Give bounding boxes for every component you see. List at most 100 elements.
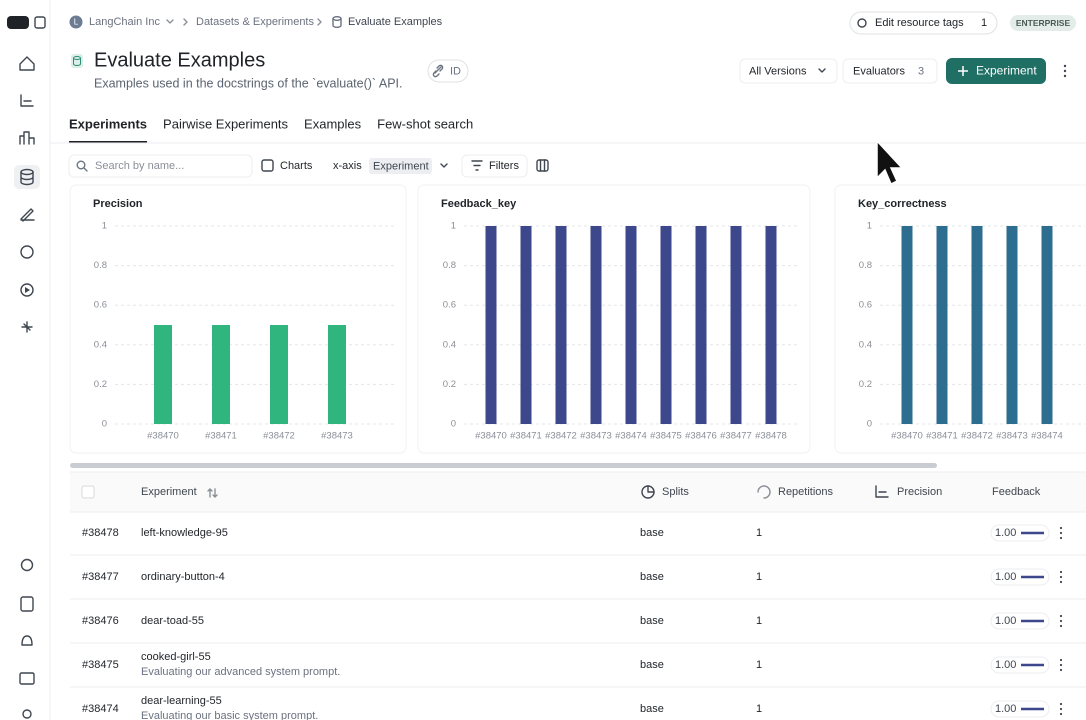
tab[interactable]: Pairwise Experiments (163, 116, 288, 131)
monitor-icon[interactable] (19, 131, 35, 145)
row-menu-dot[interactable] (1059, 702, 1063, 706)
deploy-icon[interactable] (20, 283, 34, 297)
chart-title: Feedback_key (441, 198, 517, 210)
column-header[interactable]: Feedback (992, 486, 1041, 498)
row-menu-dot[interactable] (1059, 614, 1063, 618)
y-tick-label: 0.2 (859, 379, 872, 390)
hub-icon[interactable] (21, 321, 33, 333)
sidebar (7, 0, 51, 720)
column-header[interactable]: Experiment (141, 486, 197, 498)
org-avatar[interactable] (69, 15, 83, 29)
bar (901, 226, 913, 424)
column-header[interactable]: Precision (897, 486, 942, 498)
versions-label: All Versions (749, 65, 807, 77)
y-tick-label: 0.4 (443, 339, 456, 350)
feedback-pill (990, 700, 1050, 718)
y-tick-label: 0.8 (443, 260, 456, 271)
breadcrumb-current: Evaluate Examples (348, 16, 443, 28)
row-menu-dot[interactable] (1059, 712, 1063, 716)
tracing-icon[interactable] (20, 94, 34, 107)
home-icon[interactable] (19, 56, 35, 71)
row-menu-dot[interactable] (1059, 707, 1063, 711)
experiment-id[interactable]: #38474 (82, 703, 119, 715)
charts-toggle[interactable] (261, 159, 274, 172)
resource-tags-button[interactable] (849, 11, 998, 35)
row-menu-dot[interactable] (1059, 580, 1063, 584)
tab[interactable]: Examples (304, 116, 362, 131)
row-menu-dot[interactable] (1059, 570, 1063, 574)
x-tick-label: #38476 (685, 431, 717, 442)
row-menu-dot[interactable] (1059, 619, 1063, 623)
bar (520, 226, 532, 424)
resource-tags-label: Edit resource tags (875, 17, 964, 29)
row-menu-dot[interactable] (1059, 526, 1063, 530)
bar (730, 226, 742, 424)
chart-card (417, 184, 811, 454)
x-tick-label: #38473 (580, 431, 612, 442)
profile-icon[interactable] (22, 709, 32, 719)
row-menu-dot[interactable] (1059, 536, 1063, 540)
chart-title: Precision (93, 198, 143, 210)
evaluators-button[interactable] (842, 58, 938, 84)
bar (971, 226, 983, 424)
versions-dropdown[interactable] (739, 58, 838, 84)
row-menu-dot[interactable] (1059, 668, 1063, 672)
sidebar-toggle[interactable] (34, 16, 46, 29)
new-experiment-button[interactable] (946, 58, 1046, 84)
experiment-name[interactable]: dear-learning-55 (141, 695, 222, 707)
bar (625, 226, 637, 424)
breadcrumb-item[interactable]: Datasets & Experiments (196, 16, 314, 28)
row-menu-dot[interactable] (1059, 575, 1063, 579)
tabs: Experiments Pairwise Experiments Examples F… (69, 116, 473, 143)
active-indicator (14, 165, 40, 189)
y-tick-label: 0.2 (94, 379, 107, 390)
charts-label[interactable]: Charts (280, 160, 313, 172)
notifications-icon[interactable] (21, 635, 33, 646)
bar (660, 226, 672, 424)
new-experiment-label: Experiment (976, 64, 1037, 78)
experiment-name[interactable]: ordinary-button-4 (141, 571, 225, 583)
tab[interactable]: Experiments (69, 116, 147, 131)
row-menu-dot[interactable] (1059, 624, 1063, 628)
more-menu[interactable] (1063, 64, 1067, 78)
select-all-checkbox[interactable] (81, 485, 95, 499)
row-menu-dot[interactable] (1059, 663, 1063, 667)
logo[interactable] (7, 16, 29, 29)
y-tick-label: 0.8 (859, 260, 872, 271)
bar (328, 325, 346, 424)
docs-icon[interactable] (20, 596, 34, 612)
column-header[interactable]: Splits (662, 486, 689, 498)
experiment-id[interactable]: #38477 (82, 571, 119, 583)
horizontal-scrollbar[interactable] (70, 463, 937, 468)
x-axis-select[interactable] (369, 158, 432, 174)
experiment-description: Evaluating our basic system prompt. (141, 710, 318, 720)
annotation-icon[interactable] (20, 208, 35, 222)
org-name[interactable]: LangChain Inc (89, 16, 160, 28)
chart-card (834, 184, 1086, 454)
tab[interactable]: Few-shot search (377, 116, 473, 131)
experiment-id[interactable]: #38476 (82, 615, 119, 627)
experiments-table: Experiment Splits Repetitions Precision Feed… (70, 471, 1086, 720)
mail-icon[interactable] (19, 672, 35, 685)
experiment-id[interactable]: #38478 (82, 527, 119, 539)
experiment-id[interactable]: #38475 (82, 659, 119, 671)
experiment-name[interactable]: dear-toad-55 (141, 615, 204, 627)
search-box[interactable] (68, 154, 253, 178)
experiment-name[interactable]: left-knowledge-95 (141, 527, 228, 539)
row-menu-dot[interactable] (1059, 658, 1063, 662)
column-header[interactable]: Repetitions (778, 486, 834, 498)
settings-icon[interactable] (20, 558, 34, 572)
id-button[interactable] (427, 59, 469, 83)
feedback-pill (990, 568, 1050, 586)
y-tick-label: 1 (102, 221, 107, 232)
playground-icon[interactable] (20, 245, 34, 259)
columns-button[interactable] (536, 159, 549, 172)
x-tick-label: #38473 (321, 431, 353, 442)
row-menu-dot[interactable] (1059, 531, 1063, 535)
y-tick-label: 1 (451, 221, 456, 232)
y-tick-label: 0 (867, 419, 872, 430)
x-tick-label: #38473 (996, 431, 1028, 442)
experiment-name[interactable]: cooked-girl-55 (141, 651, 211, 663)
